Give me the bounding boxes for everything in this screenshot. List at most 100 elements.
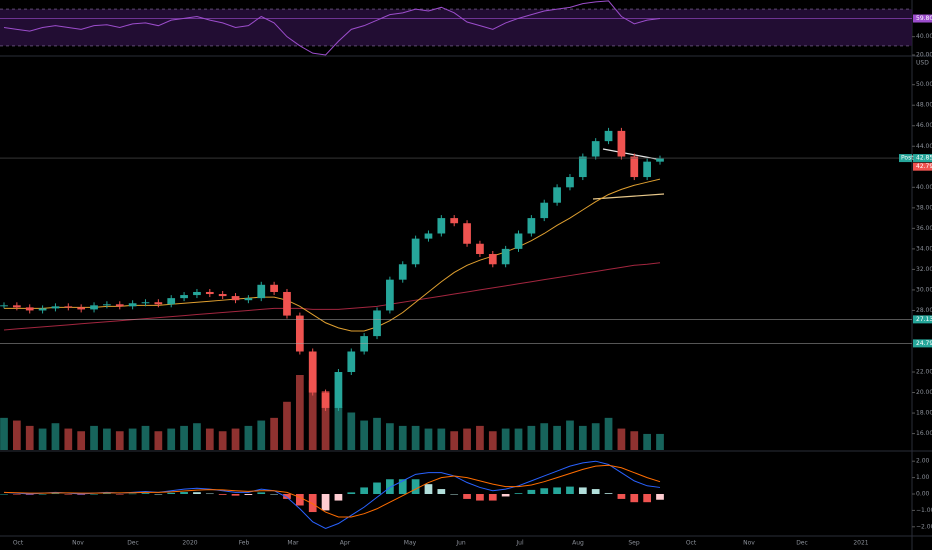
volume-bar xyxy=(231,428,240,450)
volume-bar xyxy=(411,425,420,450)
macd-histogram-bar xyxy=(450,494,459,495)
macd-histogram-bar xyxy=(244,494,253,495)
candle xyxy=(25,307,34,311)
volume-bar xyxy=(270,417,278,450)
volume-bar xyxy=(566,420,574,450)
y-tick-label: −1.00 xyxy=(916,507,932,514)
moving-average xyxy=(4,178,661,332)
candle xyxy=(295,315,304,352)
macd-histogram-bar xyxy=(591,489,600,494)
y-tick-label: 36.00 xyxy=(916,225,932,232)
candle xyxy=(450,218,459,224)
x-tick-label: 2021 xyxy=(853,540,868,547)
volume-bar xyxy=(463,428,471,450)
currency-label: USD xyxy=(916,60,929,67)
volume-bar xyxy=(630,431,639,450)
candle xyxy=(656,158,664,162)
macd-histogram-bar xyxy=(514,493,523,494)
volume-bar xyxy=(128,428,137,450)
candle xyxy=(476,243,484,255)
candle xyxy=(193,291,201,296)
volume-bar xyxy=(257,420,266,450)
y-tick-label: 20.00 xyxy=(916,389,932,396)
macd-histogram-bar xyxy=(488,494,497,501)
macd-histogram-bar xyxy=(321,494,330,511)
macd-histogram-bar xyxy=(270,494,278,495)
candle xyxy=(115,304,124,307)
price-tag-label: 42.79 xyxy=(916,163,932,170)
x-tick-label: Aug xyxy=(572,540,584,547)
volume-bar xyxy=(218,431,227,450)
macd-histogram-bar xyxy=(167,492,176,494)
y-tick-label: 44.00 xyxy=(916,143,932,150)
price-tag xyxy=(913,339,932,348)
y-tick-label: 40.00 xyxy=(916,33,932,40)
macd-histogram-bar xyxy=(398,479,407,494)
candle xyxy=(0,305,8,307)
macd-histogram-bar xyxy=(643,494,651,503)
macd-histogram-bar xyxy=(205,493,214,495)
y-tick-label: 0.00 xyxy=(916,491,930,498)
volume-bar xyxy=(0,417,8,450)
macd-histogram-bar xyxy=(218,494,227,495)
candle xyxy=(77,307,86,310)
price-tag xyxy=(913,315,932,324)
price-tag-prefix xyxy=(899,154,912,163)
y-tick-label: 1.00 xyxy=(916,474,930,481)
x-tick-label: Nov xyxy=(743,540,755,547)
candle xyxy=(398,264,407,280)
volume-bar xyxy=(90,425,98,450)
candle xyxy=(141,302,150,304)
macd-histogram-bar xyxy=(347,492,356,494)
macd-histogram-bar xyxy=(115,494,124,495)
volume-bar xyxy=(103,428,111,450)
candle xyxy=(553,187,561,203)
volume-bar xyxy=(514,428,523,450)
macd-histogram-bar xyxy=(540,488,549,494)
y-tick-label: 46.00 xyxy=(916,122,932,129)
candle xyxy=(347,351,356,373)
candle xyxy=(591,141,600,157)
candle xyxy=(617,130,626,157)
volume-bar xyxy=(643,433,651,450)
candle xyxy=(437,218,446,234)
candle xyxy=(501,248,510,265)
macd-histogram-bar xyxy=(527,489,536,494)
x-tick-label: Sep xyxy=(628,540,640,547)
macd-histogram-bar xyxy=(617,494,626,499)
rsi-last-label: 59.80 xyxy=(916,15,932,22)
volume-bar xyxy=(578,425,587,450)
x-tick-label: Nov xyxy=(72,540,84,547)
macd-histogram-bar xyxy=(283,494,291,499)
volume-bar xyxy=(360,420,369,450)
rsi-band xyxy=(0,9,912,46)
macd-histogram-bar xyxy=(128,493,137,495)
x-tick-label: Jul xyxy=(515,540,524,547)
candle xyxy=(488,254,497,265)
volume-bar xyxy=(476,425,484,450)
macd-histogram-bar xyxy=(193,492,201,494)
macd-histogram-bar xyxy=(231,494,240,496)
candle xyxy=(13,305,21,308)
macd-histogram-bar xyxy=(411,479,420,494)
candle xyxy=(411,238,420,265)
volume-bar xyxy=(617,428,626,450)
macd-histogram-bar xyxy=(154,494,163,495)
macd-line xyxy=(3,460,661,529)
y-tick-label: 50.00 xyxy=(916,81,932,88)
volume-bar xyxy=(424,428,433,450)
x-tick-label: Jun xyxy=(455,540,466,547)
volume-bar xyxy=(553,425,561,450)
candle xyxy=(540,202,549,219)
macd-histogram-bar xyxy=(90,494,98,495)
volume-bar xyxy=(398,425,407,450)
volume-bar xyxy=(488,431,497,450)
volume-bar xyxy=(38,428,47,450)
macd-histogram-bar xyxy=(437,489,446,494)
macd-histogram-bar xyxy=(656,494,664,500)
volume-bar xyxy=(347,412,356,450)
macd-histogram-bar xyxy=(566,486,574,494)
macd-histogram-bar xyxy=(103,493,111,495)
volume-bar xyxy=(154,431,163,450)
